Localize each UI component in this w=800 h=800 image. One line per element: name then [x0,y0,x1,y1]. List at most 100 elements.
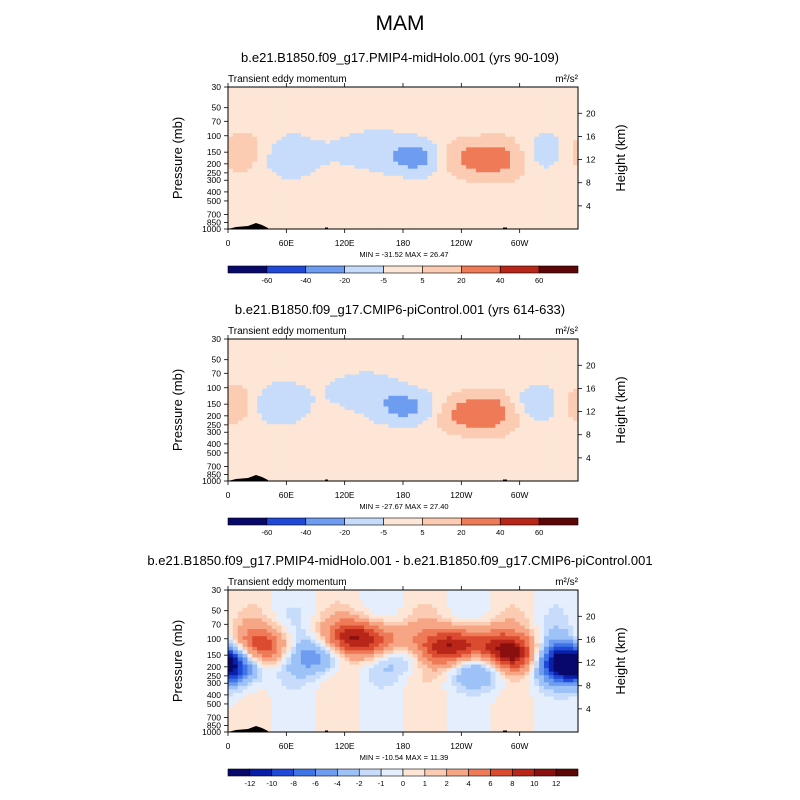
contour-cell [451,172,458,177]
contour-cell [558,87,565,92]
contour-cell [446,118,453,124]
contour-cell [388,154,394,159]
contour-cell [320,353,326,358]
contour-cell [281,115,287,120]
contour-cell [451,129,458,134]
contour-cell [475,129,482,134]
contour-cell [398,94,404,99]
contour-cell [237,431,244,436]
contour-cell [305,94,312,99]
contour-cell [461,87,467,92]
contour-cell [558,204,565,209]
contour-cell [296,175,302,180]
contour-cell [461,388,467,393]
contour-cell [485,147,492,152]
contour-cell [437,378,443,383]
contour-cell [334,378,341,383]
contour-cell [344,463,351,468]
contour-cell [354,186,360,191]
contour-cell [242,108,249,113]
contour-cell [475,193,482,198]
contour-cell [403,370,409,376]
contour-cell [373,129,380,134]
contour-cell [252,147,258,152]
contour-cell [305,214,312,219]
contour-cell [310,172,317,177]
contour-cell [388,370,394,376]
contour-cell [563,108,569,113]
contour-cell [247,150,253,156]
contour-cell [315,204,321,209]
contour-cell [446,133,453,138]
contour-cell [339,392,346,397]
contour-cell [383,473,390,479]
contour-cell [471,339,477,344]
contour-cell [480,87,487,92]
contour-cell [232,101,239,106]
contour-cell [539,97,545,102]
contour-cell [456,463,462,468]
contour-cell [539,207,545,212]
contour-cell [466,214,472,219]
contour-cell [364,186,370,191]
contour-cell [281,129,287,134]
contour-cell [330,346,336,351]
contour-cell [315,406,321,411]
contour-cell [539,221,545,227]
contour-cell [242,158,249,163]
contour-cell [252,402,258,408]
contour-cell [524,104,530,109]
contour-cell [403,118,409,124]
contour-cell [451,402,458,408]
contour-cell [257,204,263,209]
contour-cell [373,459,380,464]
contour-cell [252,168,258,173]
contour-cell [388,349,394,354]
contour-cell [471,133,477,138]
contour-cell [451,225,458,230]
contour-cell [286,150,292,156]
contour-cell [262,466,268,471]
contour-cell [422,410,428,415]
contour-cell [466,161,472,166]
contour-cell [320,385,326,390]
contour-cell [349,111,355,116]
y-tick-label: 400 [207,187,221,197]
contour-cell [344,118,351,124]
contour-cell [563,111,569,116]
contour-cell [417,406,424,411]
contour-cell [466,367,472,372]
contour-cell [519,200,526,205]
contour-cell [247,101,253,106]
contour-cell [403,459,409,464]
contour-cell [354,108,360,113]
contour-cell [471,346,477,351]
contour-cell [573,204,579,209]
contour-cell [412,101,419,106]
contour-cell [281,172,287,177]
contour-cell [364,367,370,372]
contour-cell [432,349,438,354]
contour-cell [539,126,545,131]
contour-cell [364,388,370,393]
contour-cell [349,452,355,457]
contour-cell [422,197,428,202]
contour-cell [334,456,341,461]
contour-cell [349,395,355,400]
contour-cell [344,349,351,354]
contour-cell [529,129,535,134]
contour-cell [232,189,239,195]
contour-cell [407,175,414,180]
contour-cell [383,189,390,195]
contour-cell [262,456,268,461]
contour-cell [495,175,501,180]
contour-cell [456,182,462,187]
contour-cell [437,218,443,223]
contour-cell [519,154,526,159]
contour-cell [334,111,341,116]
contour-cell [524,115,530,120]
contour-cell [237,140,244,145]
contour-cell [412,214,419,219]
contour-cell [276,413,283,418]
contour-cell [427,207,433,212]
